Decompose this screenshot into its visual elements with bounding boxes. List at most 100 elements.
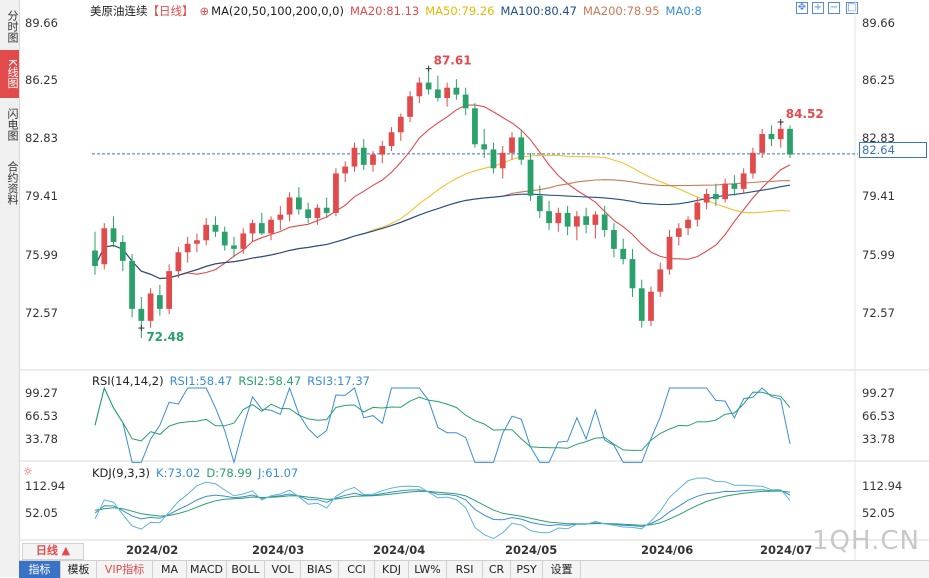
tab-rsi[interactable]: RSI bbox=[447, 561, 483, 578]
tab-lightning[interactable]: 闪电图 bbox=[6, 107, 19, 141]
rsi-title: RSI(14,14,2) bbox=[92, 374, 164, 388]
tab-cr[interactable]: CR bbox=[483, 561, 511, 578]
plus-icon[interactable]: ⊕ bbox=[199, 4, 210, 18]
rsi2-line bbox=[94, 386, 791, 451]
x-date-label: 2024/02 bbox=[126, 543, 179, 557]
candle bbox=[759, 128, 766, 158]
candle-body bbox=[119, 242, 126, 261]
candle-body bbox=[351, 147, 358, 167]
instrument-title: 美原油连续 bbox=[90, 4, 148, 18]
ma100-line bbox=[94, 179, 790, 280]
candle-body bbox=[295, 197, 302, 210]
candle-body bbox=[203, 224, 210, 241]
candle bbox=[342, 161, 349, 182]
settings-sun-icon[interactable]: ☼ bbox=[23, 465, 33, 478]
watermark-logo: 1QH.CN bbox=[812, 526, 920, 556]
rsi1-line bbox=[94, 386, 791, 465]
ma100-value: MA100:80.47 bbox=[500, 4, 577, 18]
tab-kline[interactable]: K线图 bbox=[0, 50, 19, 98]
candle bbox=[638, 279, 645, 328]
tab-boll[interactable]: BOLL bbox=[227, 561, 265, 578]
candle bbox=[314, 204, 321, 225]
candle bbox=[258, 212, 265, 236]
zoom-out-icon[interactable]: − bbox=[828, 2, 840, 14]
price-tick-right: 72.57 bbox=[862, 306, 895, 320]
candle bbox=[323, 197, 330, 218]
candle-body bbox=[92, 250, 98, 266]
rsi1-value: RSI1:58.47 bbox=[169, 374, 233, 388]
candle bbox=[295, 187, 302, 215]
candle bbox=[119, 235, 126, 272]
candle-body bbox=[360, 147, 367, 165]
candle-body bbox=[666, 236, 673, 270]
period-selector[interactable]: 日线 ▲ bbox=[22, 543, 84, 560]
candle-body bbox=[397, 116, 404, 133]
candle-body bbox=[268, 219, 274, 234]
candle-body bbox=[240, 233, 247, 249]
kdj-d-value: D:78.99 bbox=[206, 466, 253, 480]
recent-high-annotation: 84.52 bbox=[786, 107, 824, 121]
candle bbox=[611, 223, 617, 258]
candle bbox=[592, 211, 599, 239]
tab-ma[interactable]: MA bbox=[153, 561, 187, 578]
ma50-value: MA50:79.26 bbox=[425, 4, 495, 18]
candle bbox=[546, 200, 552, 230]
candle-body bbox=[370, 154, 376, 165]
candle-body bbox=[648, 291, 654, 321]
candle-body bbox=[629, 259, 636, 289]
candle bbox=[221, 226, 228, 251]
candle bbox=[481, 128, 488, 158]
crosshair-icon[interactable]: ✥ bbox=[796, 2, 808, 14]
candle bbox=[360, 139, 367, 170]
candle bbox=[166, 264, 173, 314]
price-tick-left: 82.83 bbox=[25, 131, 58, 145]
candle bbox=[499, 146, 506, 179]
candle-body bbox=[425, 82, 432, 90]
ma-params: MA(20,50,100,200,0,0) bbox=[211, 4, 344, 18]
candle bbox=[777, 122, 784, 148]
tab-cci[interactable]: CCI bbox=[339, 561, 375, 578]
tab-timeshare[interactable]: 分时图 bbox=[6, 9, 19, 43]
tab-macd[interactable]: MACD bbox=[187, 561, 227, 578]
candle-body bbox=[564, 212, 571, 227]
zoom-in-icon[interactable]: + bbox=[812, 2, 824, 14]
candle-body bbox=[453, 87, 460, 95]
candle-body bbox=[184, 243, 191, 253]
kdj-k-value: K:73.02 bbox=[156, 466, 201, 480]
candle bbox=[388, 127, 395, 152]
candle bbox=[629, 248, 636, 297]
candle bbox=[305, 202, 312, 224]
tab-vol[interactable]: VOL bbox=[265, 561, 301, 578]
candle bbox=[555, 207, 562, 232]
tab-vip-indicator[interactable]: VIP指标 bbox=[97, 561, 153, 578]
candle bbox=[740, 168, 747, 194]
candle-body bbox=[546, 211, 552, 224]
candle-body bbox=[286, 197, 293, 215]
candle-body bbox=[527, 159, 534, 196]
price-tick-right: 79.41 bbox=[862, 189, 895, 203]
kdj-tick-left: 112.94 bbox=[25, 479, 66, 493]
kdj-tick-left: 52.05 bbox=[25, 506, 58, 520]
candle-body bbox=[407, 96, 413, 117]
tab-contract-info[interactable]: 合约资料 bbox=[6, 161, 19, 205]
candle bbox=[110, 216, 117, 248]
tab-psy[interactable]: PSY bbox=[511, 561, 543, 578]
candle-body bbox=[675, 228, 682, 237]
tab-indicator[interactable]: 指标 bbox=[19, 561, 61, 578]
x-date-label: 2024/07 bbox=[760, 543, 813, 557]
rsi-tick-right: 99.27 bbox=[862, 386, 895, 400]
candle bbox=[231, 236, 237, 258]
candle-body bbox=[685, 219, 691, 229]
tab-settings[interactable]: 设置 bbox=[543, 561, 581, 578]
candle bbox=[750, 147, 756, 179]
tab-template[interactable]: 模板 bbox=[61, 561, 97, 578]
rsi-tick-left: 33.78 bbox=[25, 432, 58, 446]
tab-lw[interactable]: LW% bbox=[409, 561, 447, 578]
tab-bias[interactable]: BIAS bbox=[301, 561, 339, 578]
candle bbox=[268, 216, 274, 241]
candle bbox=[509, 132, 515, 160]
tab-kdj[interactable]: KDJ bbox=[375, 561, 409, 578]
fullscreen-icon[interactable]: □ bbox=[846, 2, 858, 14]
candle-body bbox=[249, 223, 256, 234]
